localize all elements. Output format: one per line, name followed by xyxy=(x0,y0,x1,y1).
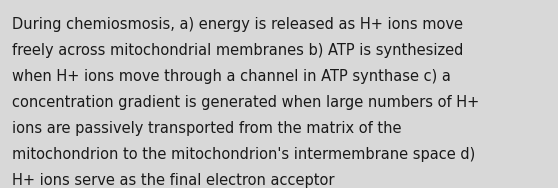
Text: H+ ions serve as the final electron acceptor: H+ ions serve as the final electron acce… xyxy=(12,173,335,188)
Text: concentration gradient is generated when large numbers of H+: concentration gradient is generated when… xyxy=(12,95,479,110)
Text: During chemiosmosis, a) energy is released as H+ ions move: During chemiosmosis, a) energy is releas… xyxy=(12,17,463,32)
Text: freely across mitochondrial membranes b) ATP is synthesized: freely across mitochondrial membranes b)… xyxy=(12,43,464,58)
Text: ions are passively transported from the matrix of the: ions are passively transported from the … xyxy=(12,121,402,136)
Text: when H+ ions move through a channel in ATP synthase c) a: when H+ ions move through a channel in A… xyxy=(12,69,451,84)
Text: mitochondrion to the mitochondrion's intermembrane space d): mitochondrion to the mitochondrion's int… xyxy=(12,147,475,162)
